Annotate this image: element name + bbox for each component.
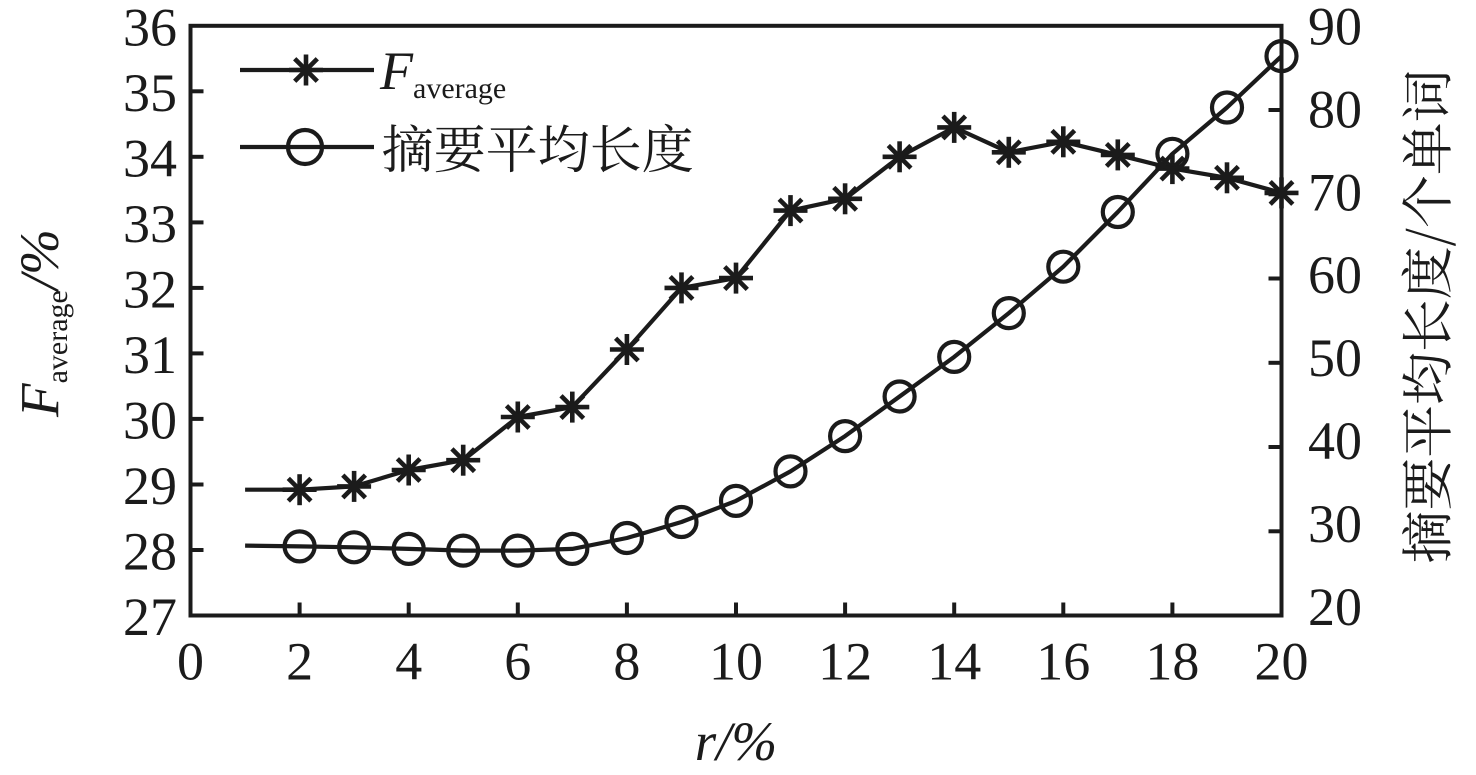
svg-text:Faverage/%: Faverage/%: [9, 229, 74, 418]
svg-text:18: 18: [1145, 632, 1199, 692]
svg-text:35: 35: [123, 63, 177, 123]
svg-text:12: 12: [818, 632, 872, 692]
svg-text:6: 6: [504, 632, 531, 692]
svg-text:40: 40: [1308, 411, 1362, 471]
svg-text:4: 4: [395, 632, 422, 692]
svg-text:16: 16: [1036, 632, 1090, 692]
svg-text:70: 70: [1308, 162, 1362, 222]
svg-text:0: 0: [177, 632, 204, 692]
svg-text:2: 2: [286, 632, 313, 692]
svg-text:33: 33: [123, 194, 177, 254]
svg-text:28: 28: [123, 522, 177, 582]
svg-text:8: 8: [613, 632, 640, 692]
svg-text:60: 60: [1308, 245, 1362, 305]
svg-text:30: 30: [1308, 494, 1362, 554]
svg-text:14: 14: [927, 632, 981, 692]
svg-text:32: 32: [123, 259, 177, 319]
svg-text:20: 20: [1255, 632, 1309, 692]
svg-text:30: 30: [123, 390, 177, 450]
svg-text:20: 20: [1308, 577, 1362, 637]
svg-text:29: 29: [123, 456, 177, 516]
svg-text:34: 34: [123, 128, 177, 188]
svg-text:90: 90: [1308, 0, 1362, 56]
svg-text:27: 27: [123, 587, 177, 647]
svg-text:10: 10: [709, 632, 763, 692]
svg-text:31: 31: [123, 325, 177, 385]
svg-text:50: 50: [1308, 328, 1362, 388]
svg-text:36: 36: [123, 0, 177, 57]
svg-text:r/%: r/%: [695, 711, 778, 772]
svg-text:80: 80: [1308, 79, 1362, 139]
